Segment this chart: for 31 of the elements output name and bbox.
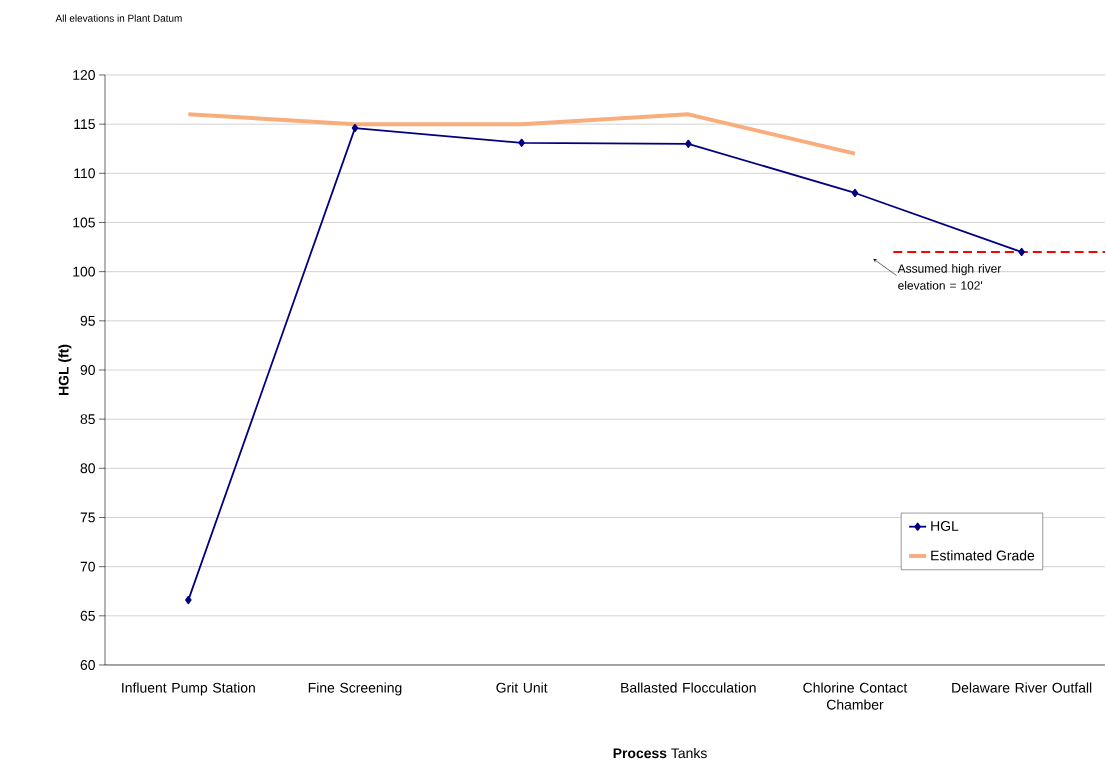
legend-label: HGL <box>931 521 959 531</box>
y-tick-label: 110 <box>74 168 95 179</box>
y-tick-label: 100 <box>73 266 95 277</box>
y-tick-label: 120 <box>73 70 95 80</box>
x-tick-label: Chlorine Contact Chamber <box>803 682 908 710</box>
x-tick-label: Influent Pump Station <box>122 682 255 696</box>
x-tick-label: Grit Unit <box>496 682 548 693</box>
y-tick-label: 105 <box>73 217 95 228</box>
y-axis-title: HGL (ft) <box>58 344 72 395</box>
legend-label: Estimated Grade <box>931 550 1035 561</box>
point <box>851 188 859 198</box>
point <box>685 139 692 148</box>
point <box>351 124 359 133</box>
y-tick-label: 65 <box>80 610 95 621</box>
x-tick-label: Delaware River Outfall <box>952 682 1092 693</box>
point <box>1018 247 1025 257</box>
ref-line-label: Assumed high river elevation = 102' <box>897 263 1002 290</box>
x-axis-title: Process Tanks <box>613 747 707 759</box>
x-tick-label: Fine Screening <box>308 682 402 696</box>
point <box>518 138 525 147</box>
y-tick-label: 90 <box>80 365 95 375</box>
y-tick-label: 80 <box>80 463 95 474</box>
y-tick-label: 75 <box>80 512 95 523</box>
y-tick-label: 95 <box>80 315 95 326</box>
text: All elevations in Plant Datum <box>55 14 182 22</box>
y-tick-label: 70 <box>80 561 95 572</box>
x-tick-label: Ballasted Flocculation <box>621 682 756 693</box>
y-tick-label: 85 <box>80 414 95 425</box>
y-tick-label: 115 <box>74 119 95 130</box>
y-tick-label: 60 <box>80 660 95 670</box>
point <box>185 596 192 605</box>
